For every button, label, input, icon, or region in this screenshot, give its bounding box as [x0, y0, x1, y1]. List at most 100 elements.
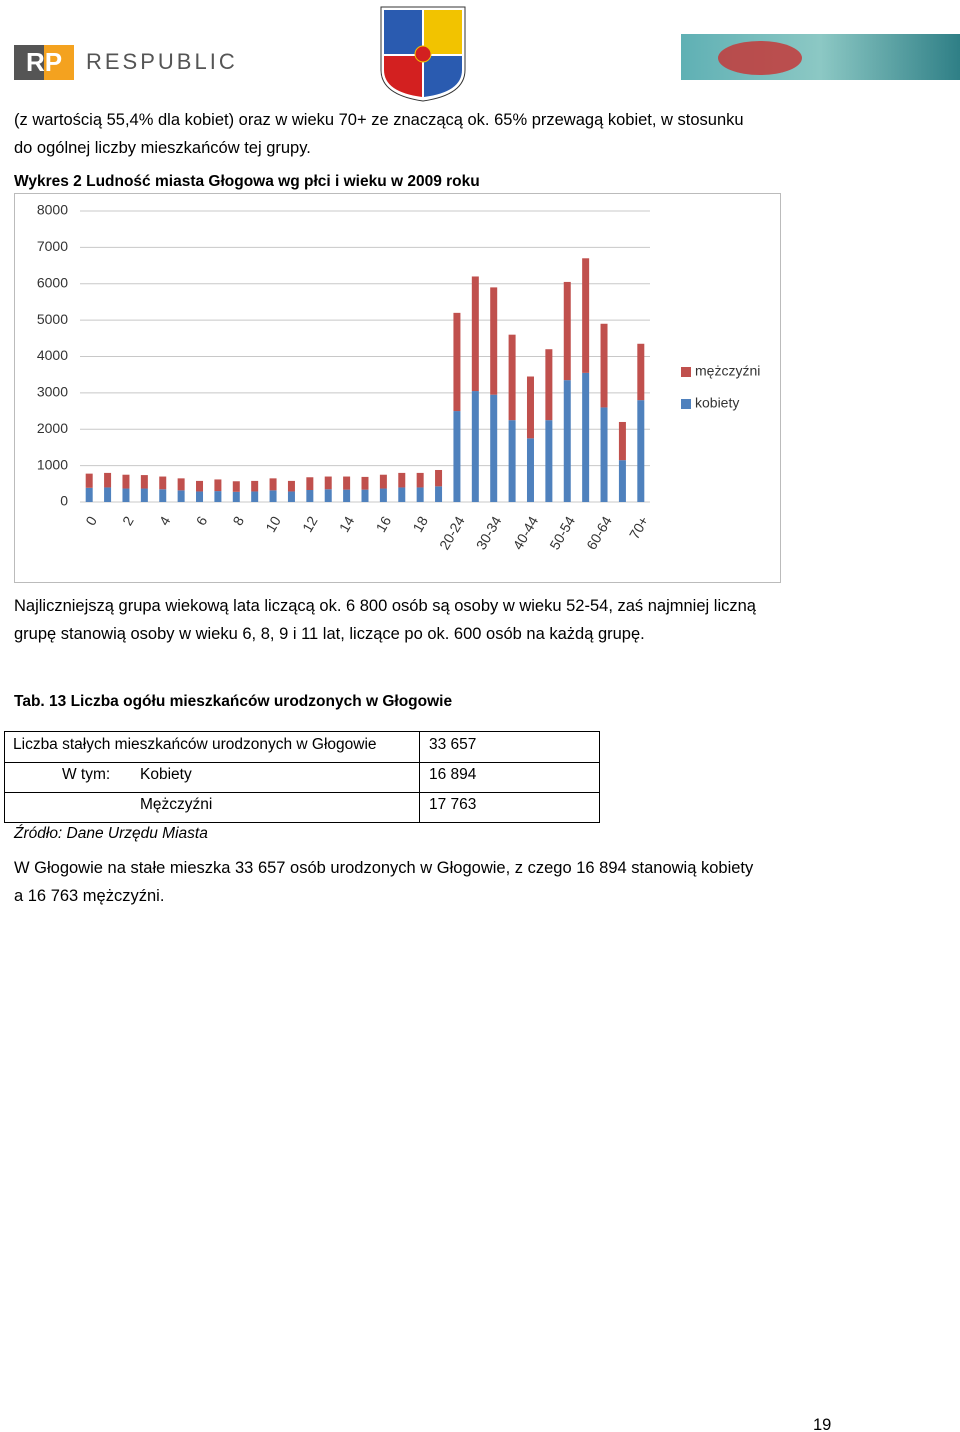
bar-segment: [435, 469, 443, 487]
coat-quarter: [384, 10, 422, 54]
bar-segment: [269, 490, 277, 502]
bar-segment: [104, 472, 112, 488]
bar-segment: [435, 486, 443, 502]
bar-segment: [177, 478, 185, 491]
y-tick-label: 1000: [37, 456, 68, 472]
bar-segment: [287, 480, 295, 492]
logo-square: [44, 45, 74, 80]
page-number: 19: [813, 1416, 832, 1432]
bar-segment: [196, 480, 204, 492]
legend-label: kobiety: [695, 395, 739, 411]
bar-segment: [122, 488, 130, 502]
bar-segment: [508, 334, 516, 421]
bar-segment: [85, 473, 93, 488]
bar-segment: [545, 349, 553, 421]
bar-segment: [618, 460, 626, 502]
text-line: grupę stanowią osoby w wieku 6, 8, 9 i 1…: [14, 625, 645, 643]
bar-segment: [122, 474, 130, 489]
bar-segment: [324, 476, 332, 490]
bar-segment: [490, 287, 498, 395]
bar-segment: [214, 479, 222, 492]
table-cell: Mężczyźni: [140, 796, 213, 813]
bar-segment: [232, 491, 240, 502]
coat-quarter: [384, 56, 422, 97]
header: RP RESPUBLIC: [14, 6, 960, 102]
text-line: W Głogowie na stałe mieszka 33 657 osób …: [14, 859, 754, 877]
table-cell: 16 894: [429, 766, 477, 783]
bar-segment: [361, 476, 369, 490]
bar-segment: [508, 420, 516, 502]
text-line: a 16 763 mężczyźni.: [14, 887, 165, 905]
table-cell: Liczba stałych mieszkańców urodzonych w …: [13, 736, 377, 753]
bar-segment: [85, 487, 93, 502]
x-tick-label: 18: [409, 513, 431, 535]
y-tick-label: 6000: [37, 274, 68, 290]
table: Liczba stałych mieszkańców urodzonych w …: [4, 731, 600, 823]
bar-segment: [196, 491, 204, 502]
bar-segment: [140, 475, 148, 489]
chart-frame: [14, 193, 781, 583]
bar-segment: [379, 488, 387, 502]
table-cell: W tym:: [62, 766, 111, 783]
bar-segment: [104, 487, 112, 502]
bar-segment: [600, 323, 608, 408]
table-cell: 17 763: [429, 796, 477, 813]
bar-segment: [526, 438, 534, 502]
coat-quarter: [424, 56, 462, 97]
bar-segment: [159, 489, 167, 502]
bar-segment: [269, 478, 277, 491]
y-tick-label: 3000: [37, 384, 68, 400]
bar-segment: [416, 487, 424, 502]
bar-segment: [582, 372, 590, 502]
table-cell: Kobiety: [140, 766, 192, 783]
bar-segment: [453, 312, 461, 412]
y-tick-label: 2000: [37, 420, 68, 436]
bar-segment: [416, 472, 424, 488]
bar-segment: [140, 488, 148, 502]
x-tick-label: 10: [262, 513, 284, 535]
bar-segment: [526, 376, 534, 439]
y-tick-label: 7000: [37, 238, 68, 254]
legend-swatch: [681, 399, 691, 409]
bar-segment: [379, 474, 387, 489]
x-tick-label: 16: [373, 513, 395, 535]
y-tick-label: 0: [60, 493, 68, 509]
bar-segment: [471, 276, 479, 392]
x-tick-label: 12: [299, 513, 321, 535]
bar-segment: [618, 421, 626, 461]
bar-segment: [563, 380, 571, 502]
y-tick-label: 8000: [37, 202, 68, 218]
bar-segment: [637, 343, 645, 401]
bar-segment: [214, 491, 222, 502]
text-line: Najliczniejszą grupa wiekową lata licząc…: [14, 597, 756, 615]
bar-segment: [324, 489, 332, 502]
x-tick-label: 14: [336, 513, 358, 535]
legend-swatch: [681, 367, 691, 377]
text-line: (z wartością 55,4% dla kobiet) oraz w wi…: [14, 111, 744, 129]
bar-segment: [471, 391, 479, 502]
bar-segment: [563, 281, 571, 381]
chart-title: Wykres 2 Ludność miasta Głogowa wg płci …: [14, 173, 480, 190]
y-tick-label: 4000: [37, 347, 68, 363]
y-tick-label: 5000: [37, 311, 68, 327]
text-line: do ogólnej liczby mieszkańców tej grupy.: [14, 139, 311, 157]
logo-mark: RP: [26, 47, 62, 77]
table-border: [4, 731, 600, 823]
bar-segment: [637, 400, 645, 502]
logo-text: RESPUBLIC: [86, 49, 238, 74]
bar-segment: [545, 420, 553, 502]
bar-segment: [251, 491, 259, 502]
bar-segment: [582, 258, 590, 373]
bar-segment: [306, 477, 314, 490]
bar-segment: [251, 480, 259, 492]
bar-segment: [600, 407, 608, 502]
table-cell: 33 657: [429, 736, 477, 753]
table-source: Źródło: Dane Urzędu Miasta: [14, 825, 208, 842]
bar-segment: [177, 490, 185, 502]
coat-quarter: [424, 10, 462, 54]
bar-segment: [361, 489, 369, 502]
bar-segment: [287, 491, 295, 502]
bar-segment: [343, 476, 351, 490]
